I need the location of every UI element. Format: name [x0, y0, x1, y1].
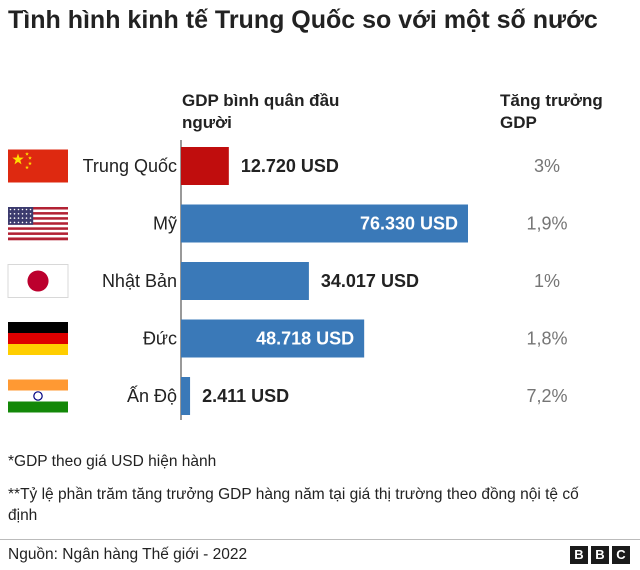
- flag-star: [29, 213, 32, 215]
- flag-stripe: [8, 227, 68, 231]
- flag-star: [29, 217, 32, 219]
- flag-star: [21, 221, 24, 224]
- flag-star: [17, 208, 20, 211]
- flag-star: [25, 165, 29, 170]
- china-flag-icon: [8, 149, 68, 183]
- bar: [181, 377, 191, 415]
- bar: [181, 262, 309, 300]
- flag-stripe: [8, 222, 68, 226]
- flag-chakra: [33, 391, 43, 401]
- flag-stripe: [8, 212, 68, 215]
- flag-stripe: [8, 209, 68, 213]
- flag-stripe: [8, 234, 68, 238]
- flag-band-white: [8, 390, 68, 402]
- chart-title: Tình hình kinh tế Trung Quốc so với một …: [8, 6, 598, 34]
- source-text: Nguồn: Ngân hàng Thế giới - 2022: [8, 546, 248, 563]
- growth-label: 1,9%: [526, 214, 567, 234]
- flag-stripe: [8, 217, 68, 220]
- flag-star: [17, 221, 20, 224]
- flag-stripe: [8, 207, 68, 210]
- gdp-column-header: GDP bình quân đầu người: [182, 91, 340, 132]
- flag-canton: [8, 207, 34, 225]
- flag-star: [9, 208, 12, 211]
- flag-star: [25, 217, 28, 219]
- flag-stripe: [8, 232, 68, 236]
- source-divider: [0, 539, 640, 540]
- flag-star: [28, 156, 32, 160]
- category-label: Ấn Độ: [127, 385, 177, 406]
- flag-star: [25, 221, 28, 224]
- flag-star: [17, 213, 20, 215]
- flag-star: [21, 217, 24, 219]
- bar: [181, 204, 468, 243]
- japan-flag-icon: [7, 264, 69, 298]
- flag-stripe: [8, 224, 68, 228]
- flag-band-black: [8, 322, 68, 334]
- bar: [181, 319, 365, 358]
- flag-star: [12, 153, 24, 165]
- flag-star: [13, 208, 16, 211]
- flag-field: [8, 149, 68, 183]
- flag-star: [13, 217, 16, 219]
- flag-star: [9, 217, 12, 219]
- flag-star: [13, 213, 16, 215]
- footnote-gdp: *GDP theo giá USD hiện hành: [8, 453, 217, 470]
- bbc-logo-letter: B: [570, 546, 588, 564]
- flag-star: [25, 208, 28, 211]
- flag-band-green: [8, 401, 68, 413]
- value-label: 2.411 USD: [202, 386, 289, 406]
- flag-star: [21, 208, 24, 211]
- india-flag-icon: [8, 379, 68, 413]
- flag-band-saffron: [8, 379, 68, 391]
- footnote-growth: **Tỷ lệ phần trăm tăng trưởng GDP hàng n…: [8, 486, 579, 524]
- flag-star: [29, 221, 32, 224]
- usa-flag-icon: [8, 207, 68, 241]
- category-label: Nhật Bản: [102, 271, 177, 291]
- category-label: Đức: [143, 329, 177, 349]
- flag-star: [29, 208, 32, 211]
- flag-disc: [27, 270, 49, 292]
- flag-star: [25, 213, 28, 215]
- value-label: 34.017 USD: [321, 271, 419, 291]
- flag-star: [21, 213, 24, 215]
- flag-star: [17, 217, 20, 219]
- growth-label: 1%: [534, 271, 560, 291]
- flag-star: [9, 213, 12, 215]
- flag-field: [7, 264, 69, 298]
- flag-band-gold: [8, 344, 68, 355]
- flag-star: [25, 152, 29, 156]
- flag-stripe: [8, 214, 68, 218]
- bbc-logo-letter: C: [612, 546, 630, 564]
- flag-stripe: [8, 237, 68, 241]
- bbc-logo-letter: B: [591, 546, 609, 564]
- category-label: Mỹ: [153, 214, 177, 234]
- value-label: 76.330 USD: [360, 214, 458, 234]
- value-label: 48.718 USD: [256, 329, 354, 349]
- bar-chart: Trung Quốc 12.720 USD 3% Mỹ 76.330 USD 1,9% Nh…: [7, 140, 568, 420]
- bbc-logo: B B C: [570, 546, 630, 564]
- category-label: Trung Quốc: [83, 156, 177, 176]
- value-label: 12.720 USD: [241, 156, 339, 176]
- growth-label: 1,8%: [526, 329, 567, 349]
- bar: [181, 147, 229, 185]
- flag-star: [13, 221, 16, 224]
- flag-stripe: [8, 229, 68, 233]
- flag-band-red: [8, 333, 68, 345]
- growth-label: 3%: [534, 156, 560, 176]
- flag-stripe: [8, 219, 68, 223]
- flag-star: [28, 161, 32, 166]
- flag-star: [9, 221, 12, 224]
- germany-flag-icon: [8, 322, 68, 355]
- growth-column-header: Tăng trưởng GDP: [500, 91, 603, 132]
- growth-label: 7,2%: [526, 386, 567, 406]
